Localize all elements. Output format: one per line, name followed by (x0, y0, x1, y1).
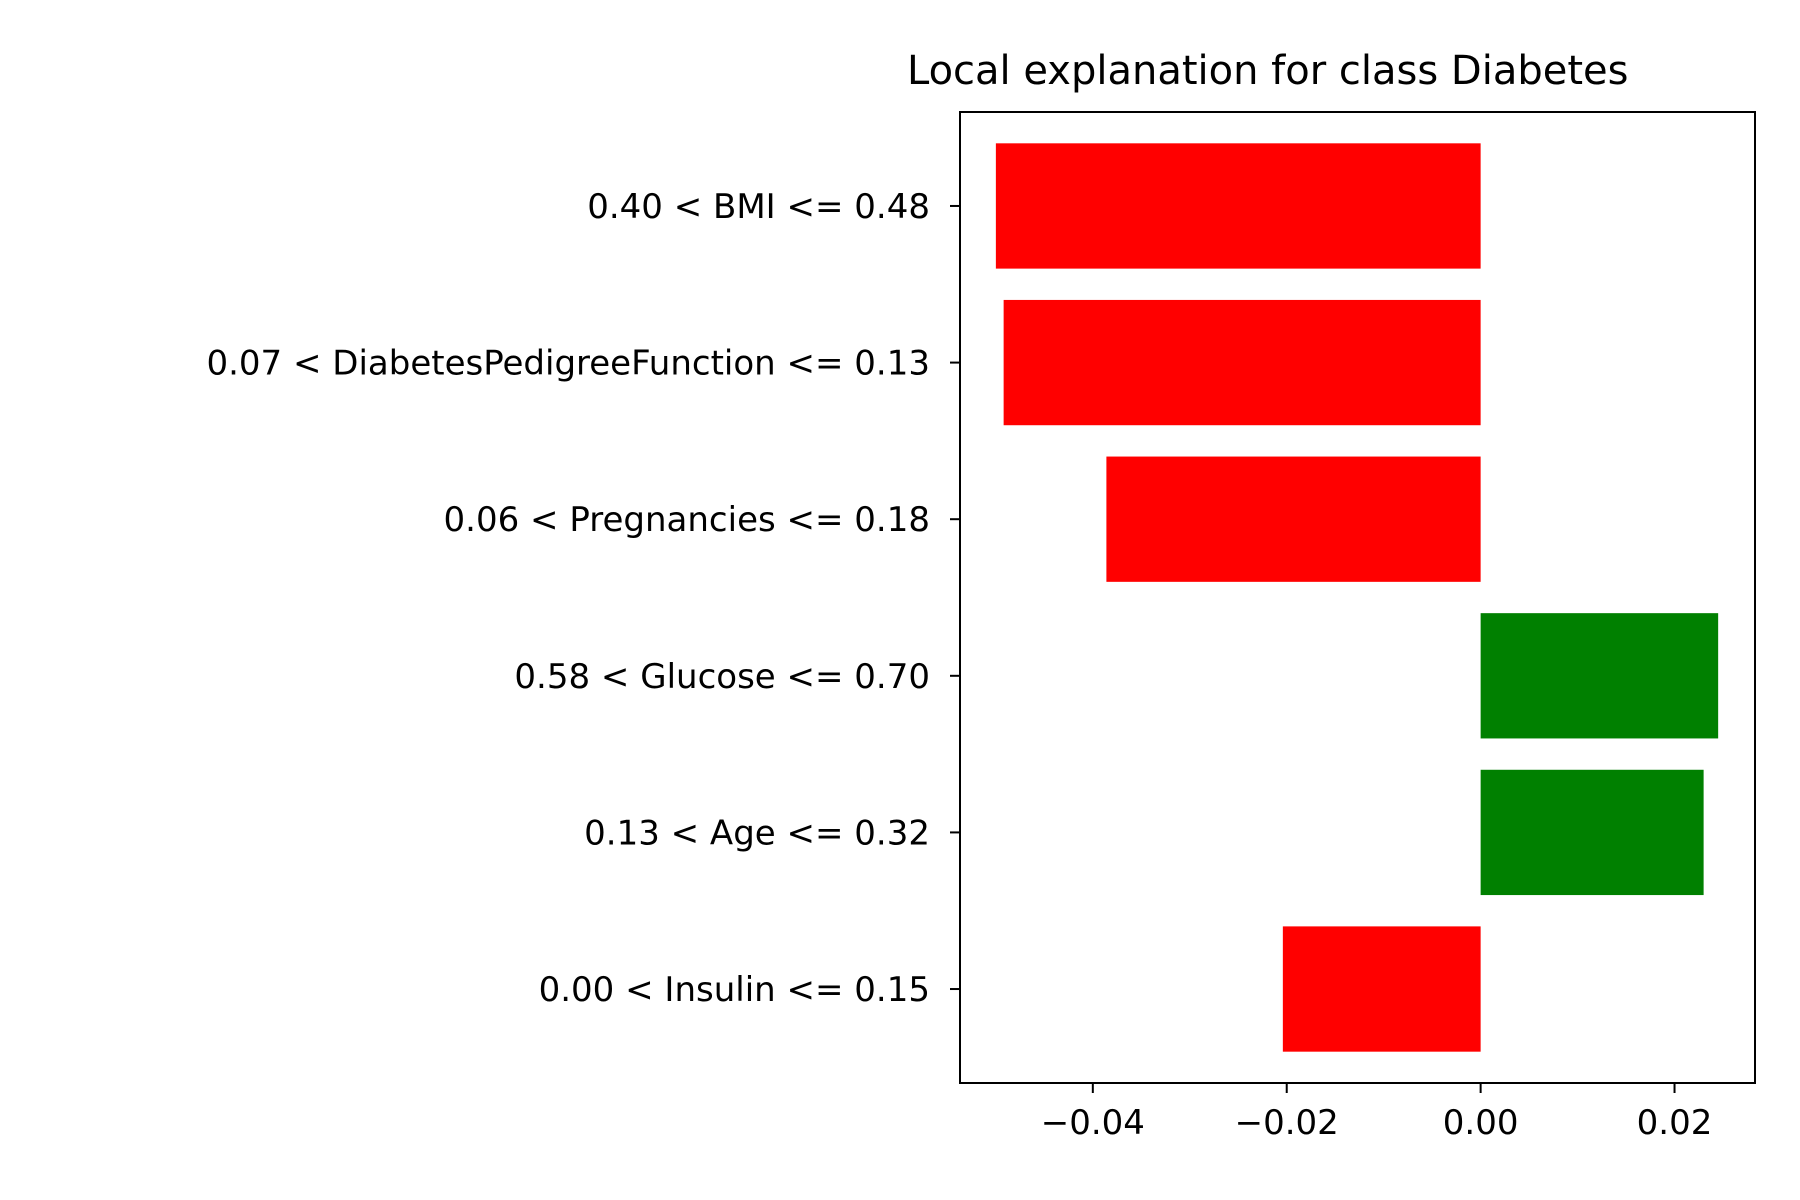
y-tick-label: 0.58 < Glucose <= 0.70 (514, 657, 930, 697)
bars-group (995, 143, 1719, 1052)
y-tick-label: 0.06 < Pregnancies <= 0.18 (444, 500, 930, 540)
plot-frame (959, 111, 1756, 1084)
chart-title: Local explanation for class Diabetes (907, 48, 1628, 94)
x-tick-label: 0.02 (1637, 1103, 1713, 1143)
y-tick-label: 0.13 < Age <= 0.32 (584, 813, 930, 853)
y-tick-label: 0.40 < BMI <= 0.48 (587, 187, 930, 227)
x-tick-label: −0.04 (1041, 1103, 1145, 1143)
bar-4 (1480, 769, 1704, 896)
x-tick-label: −0.02 (1235, 1103, 1339, 1143)
x-axis: −0.04 −0.02 0.00 0.02 (1041, 1083, 1713, 1143)
y-axis: 0.40 < BMI <= 0.48 0.07 < DiabetesPedigre… (206, 187, 960, 1010)
x-tick-label: 0.00 (1443, 1103, 1519, 1143)
bar-0 (995, 143, 1481, 269)
bar-3 (1480, 613, 1719, 739)
bar-2 (1106, 456, 1481, 582)
bar-5 (1282, 926, 1481, 1052)
y-tick-label: 0.07 < DiabetesPedigreeFunction <= 0.13 (206, 344, 930, 384)
y-tick-label: 0.00 < Insulin <= 0.15 (539, 970, 930, 1010)
bar-1 (1003, 299, 1481, 426)
